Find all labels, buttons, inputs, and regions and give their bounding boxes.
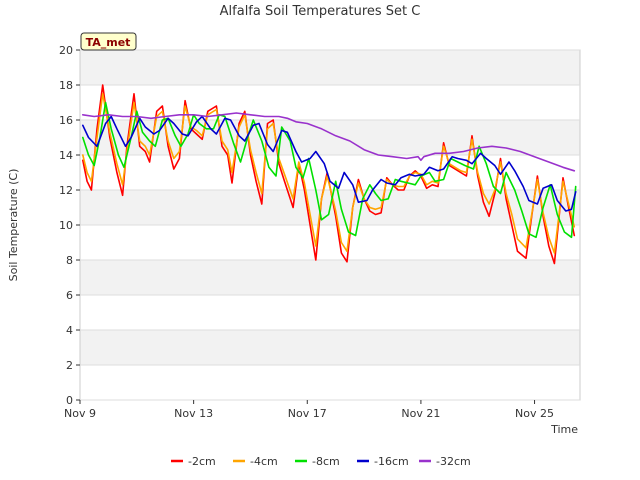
- y-tick-label: 16: [59, 114, 73, 127]
- x-tick-label: Nov 25: [515, 407, 554, 420]
- y-tick-label: 8: [66, 254, 73, 267]
- badge-label: TA_met: [86, 36, 131, 49]
- y-tick-label: 10: [59, 219, 73, 232]
- x-tick-label: Nov 9: [64, 407, 96, 420]
- y-tick-label: 20: [59, 44, 73, 57]
- y-tick-label: 2: [66, 359, 73, 372]
- plot-background: [80, 50, 580, 400]
- series-group: [82, 84, 577, 265]
- y-tick-label: 6: [66, 289, 73, 302]
- legend-label: -16cm: [374, 455, 409, 468]
- ta-met-badge: TA_met: [80, 32, 137, 51]
- series-line-8cm: [82, 101, 577, 239]
- legend-label: -8cm: [312, 455, 340, 468]
- series-line-32cm: [82, 112, 576, 172]
- series-line-16cm: [82, 115, 577, 212]
- legend-label: -4cm: [250, 455, 278, 468]
- x-tick-label: Nov 13: [174, 407, 213, 420]
- grid-band: [80, 225, 580, 260]
- x-axis: Nov 9 Nov 13 Nov 17 Nov 21 Nov 25: [64, 400, 554, 420]
- y-tick-label: 12: [59, 184, 73, 197]
- grid-band: [80, 50, 580, 85]
- badge-box: [80, 32, 137, 51]
- x-tick-label: Nov 21: [401, 407, 440, 420]
- y-tick-label: 14: [59, 149, 73, 162]
- grid-band: [80, 85, 580, 120]
- y-tick-label: 18: [59, 79, 73, 92]
- y-tick-label: 4: [66, 324, 73, 337]
- legend-label: -2cm: [188, 455, 216, 468]
- x-axis-label: Time: [550, 423, 578, 436]
- grid-band: [80, 295, 580, 330]
- series-line-4cm: [82, 93, 576, 254]
- legend: -2cm -4cm -8cm -16cm -32cm: [171, 455, 471, 468]
- grid-band: [80, 260, 580, 295]
- grid-band: [80, 365, 580, 400]
- y-axis-label: Soil Temperature (C): [7, 169, 20, 282]
- legend-label: -32cm: [436, 455, 471, 468]
- x-tick-label: Nov 17: [288, 407, 327, 420]
- grid-band: [80, 330, 580, 365]
- y-tick-label: 0: [66, 394, 73, 407]
- chart-title: Alfalfa Soil Temperatures Set C: [220, 4, 421, 19]
